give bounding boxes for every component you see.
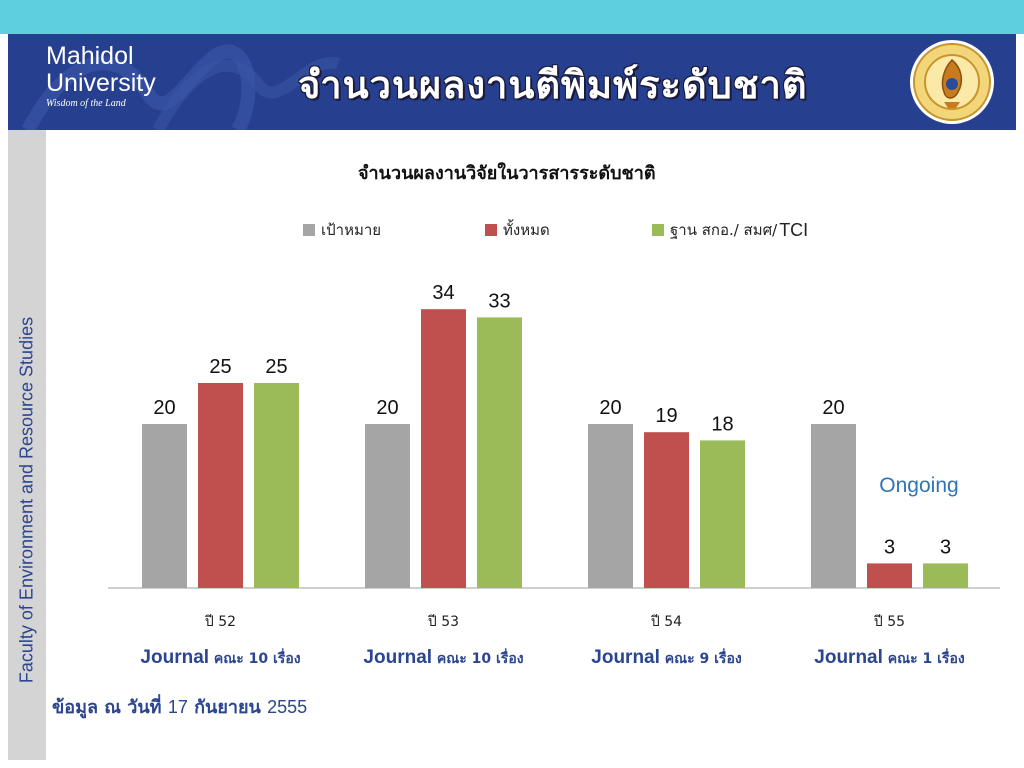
legend-item-total: ทั้งหมด — [485, 218, 550, 242]
university-name-line2: University — [46, 69, 156, 97]
data-label-2-2: 34 — [432, 282, 454, 304]
data-label-3-1: 25 — [265, 356, 287, 378]
footnote-date: 17 — [167, 697, 188, 717]
legend-label-tci: ฐาน สกอ./ สมศ/ — [670, 221, 778, 239]
legend-swatch-total — [485, 224, 497, 236]
data-label-2-1: 25 — [209, 356, 231, 378]
page-title: จำนวนผลงานตีพิมพ์ระดับชาติ — [298, 63, 808, 107]
legend-swatch-target — [303, 224, 315, 236]
category-label-4: ปี 55 — [873, 614, 905, 630]
bar-2-2 — [421, 309, 466, 588]
data-label-1-4: 20 — [822, 397, 844, 419]
bar-1-3 — [588, 424, 633, 588]
bar-2-1 — [198, 383, 243, 588]
university-tagline: Wisdom of the Land — [46, 98, 126, 109]
bar-1-1 — [142, 424, 187, 588]
journal-note-3: Journal คณะ 9 เรื่อง — [591, 647, 742, 668]
footnote-prefix: ข้อมูล ณ วันที่ — [52, 697, 162, 718]
sidebar: Faculty of Environment and Resource Stud… — [8, 130, 46, 760]
bar-1-2 — [365, 424, 410, 588]
bar-2-3 — [644, 432, 689, 588]
bar-3-1 — [254, 383, 299, 588]
data-label-1-1: 20 — [153, 397, 175, 419]
university-name-line1: Mahidol — [46, 42, 134, 70]
legend-swatch-tci — [652, 224, 664, 236]
category-label-1: ปี 52 — [204, 614, 236, 630]
university-logo: Mahidol University Wisdom of the Land — [46, 42, 156, 109]
data-label-3-2: 33 — [488, 290, 510, 312]
chart-title: จำนวนผลงานวิจัยในวารสารระดับชาติ — [358, 163, 656, 184]
journal-note-1: Journal คณะ 10 เรื่อง — [140, 647, 300, 668]
footnote-month: กันยายน — [194, 697, 261, 718]
journal-note-4: Journal คณะ 1 เรื่อง — [814, 647, 965, 668]
ongoing-annotation: Ongoing — [879, 474, 958, 497]
legend-item-tci: ฐาน สกอ./ สมศ/ TCI — [652, 218, 808, 242]
bar-2-4 — [867, 563, 912, 588]
bar-3-4 — [923, 563, 968, 588]
header-banner: Mahidol University Wisdom of the Land จำ… — [8, 34, 1016, 130]
data-label-1-3: 20 — [599, 397, 621, 419]
top-accent-strip — [0, 0, 1024, 34]
bar-3-3 — [700, 440, 745, 588]
bar-1-4 — [811, 424, 856, 588]
mahidol-seal-icon — [910, 40, 994, 124]
legend-item-target: เป้าหมาย — [303, 218, 381, 242]
data-label-3-3: 18 — [711, 413, 733, 435]
footnote-year: 2555 — [267, 697, 308, 717]
category-label-3: ปี 54 — [650, 614, 682, 630]
data-date-footnote: ข้อมูล ณ วันที่ 17 กันยายน 2555 — [52, 692, 307, 721]
data-label-1-2: 20 — [376, 397, 398, 419]
header-wave-decoration — [21, 44, 340, 130]
journal-note-2: Journal คณะ 10 เรื่อง — [363, 647, 523, 668]
data-label-3-4: 3 — [940, 536, 951, 558]
legend-label-target: เป้าหมาย — [321, 221, 382, 239]
legend-label-total: ทั้งหมด — [503, 221, 550, 239]
legend-label-tci-suffix: TCI — [779, 219, 809, 240]
data-label-2-4: 3 — [884, 536, 895, 558]
data-label-2-3: 19 — [655, 405, 677, 427]
category-label-2: ปี 53 — [427, 614, 459, 630]
bar-3-2 — [477, 317, 522, 588]
